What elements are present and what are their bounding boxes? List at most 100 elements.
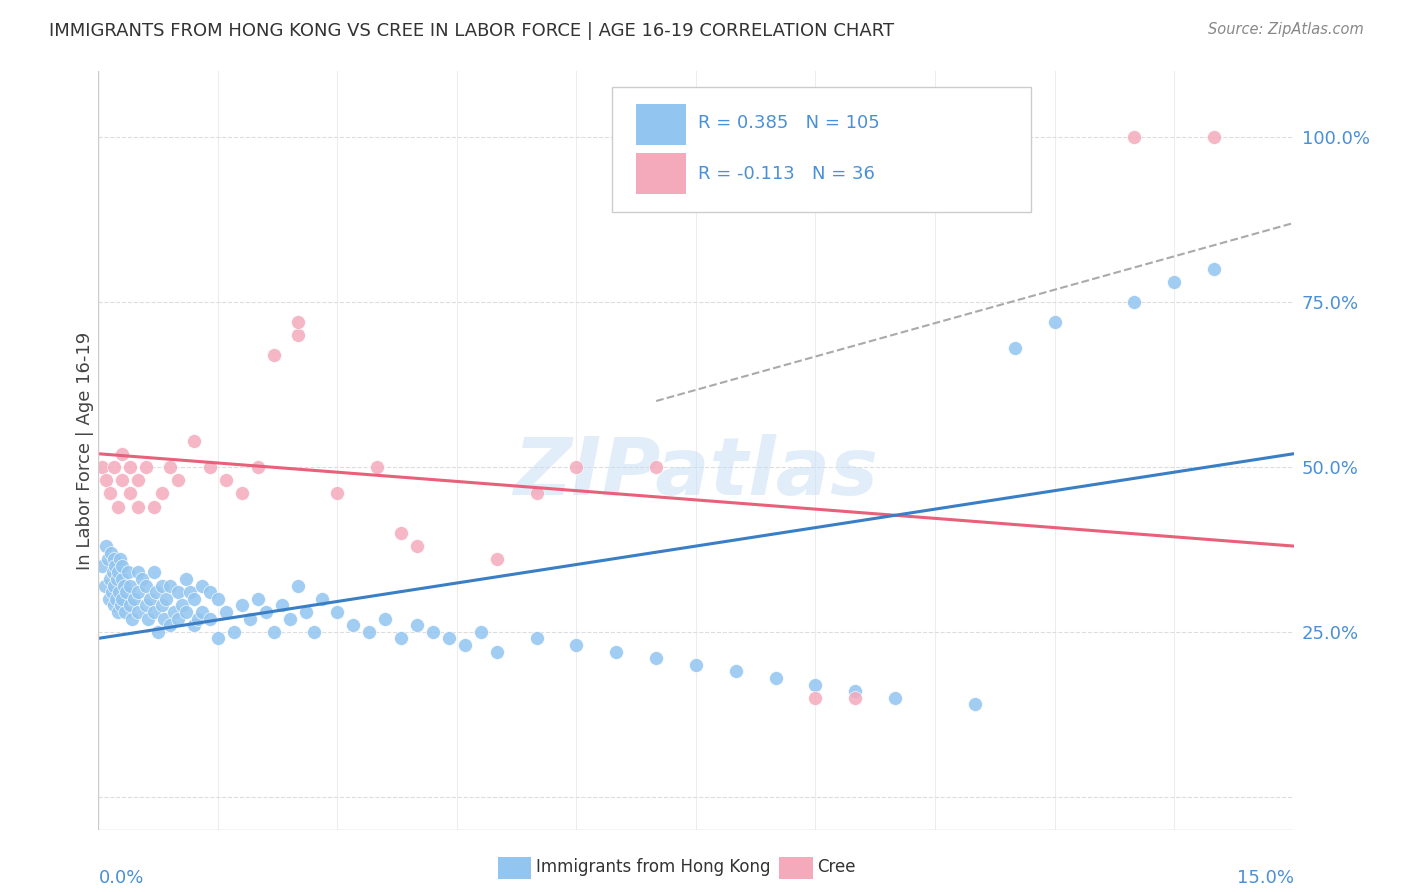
Point [91,558,114,573]
Point [1123,295,1146,310]
Point [96,473,118,487]
Point [120,599,142,613]
Point [135,459,157,474]
Point [278,611,301,625]
Point [526,486,548,500]
Point [1043,315,1066,329]
Point [167,473,190,487]
Point [470,624,492,639]
Point [139,591,162,606]
Point [131,572,153,586]
Point [112,579,135,593]
Point [127,585,149,599]
Point [1004,341,1026,355]
Point [605,644,627,658]
Point [302,624,325,639]
Point [103,552,125,566]
Point [254,605,277,619]
Text: R = 0.385   N = 105: R = 0.385 N = 105 [699,114,880,132]
Point [215,473,238,487]
Point [127,473,149,487]
Point [1202,130,1225,145]
Point [148,624,170,639]
Point [231,486,253,500]
Point [342,618,364,632]
Point [1123,130,1146,145]
Point [111,558,134,573]
Point [120,579,142,593]
Point [844,684,866,698]
Text: Cree: Cree [817,858,855,876]
Point [136,611,159,625]
FancyBboxPatch shape [613,87,1031,211]
Point [198,611,221,625]
Point [127,500,149,514]
Point [127,605,149,619]
Point [326,486,349,500]
Point [198,459,221,474]
Point [389,632,412,646]
Text: ZIPatlas: ZIPatlas [513,434,879,512]
Point [143,500,166,514]
Point [159,459,181,474]
Point [98,486,122,500]
Point [565,459,588,474]
Text: 0.0%: 0.0% [98,869,143,888]
Point [111,591,134,606]
Point [101,566,124,580]
Point [804,690,827,705]
Point [884,690,907,705]
Point [97,552,120,566]
Point [287,579,309,593]
Point [155,591,177,606]
Point [183,618,205,632]
Point [135,579,157,593]
Point [120,459,142,474]
Point [963,698,986,712]
Point [645,459,668,474]
Point [215,605,238,619]
Point [174,605,197,619]
Point [159,618,181,632]
Point [150,599,173,613]
Point [198,585,221,599]
Point [422,624,444,639]
Point [107,566,129,580]
Point [231,599,253,613]
Point [724,665,747,679]
Point [287,328,309,343]
Point [183,591,205,606]
Point [765,671,787,685]
Point [124,591,146,606]
Point [1202,262,1225,277]
Point [187,611,209,625]
Point [145,585,167,599]
Point [804,677,827,691]
Point [374,611,396,625]
Point [485,552,508,566]
Point [207,632,229,646]
Point [167,585,190,599]
Text: Immigrants from Hong Kong: Immigrants from Hong Kong [536,858,770,876]
Point [389,525,412,540]
Point [437,632,460,646]
Point [143,605,166,619]
Text: Source: ZipAtlas.com: Source: ZipAtlas.com [1208,22,1364,37]
Point [1163,276,1185,290]
Point [359,624,381,639]
Point [107,500,129,514]
Point [100,546,122,560]
Point [108,585,131,599]
Point [685,657,707,672]
Point [143,566,166,580]
Point [135,599,157,613]
Point [127,566,149,580]
Point [246,591,269,606]
Point [104,591,127,606]
FancyBboxPatch shape [637,153,686,194]
Point [150,579,173,593]
Point [105,572,128,586]
Point [183,434,205,448]
Point [167,611,190,625]
Point [159,579,181,593]
